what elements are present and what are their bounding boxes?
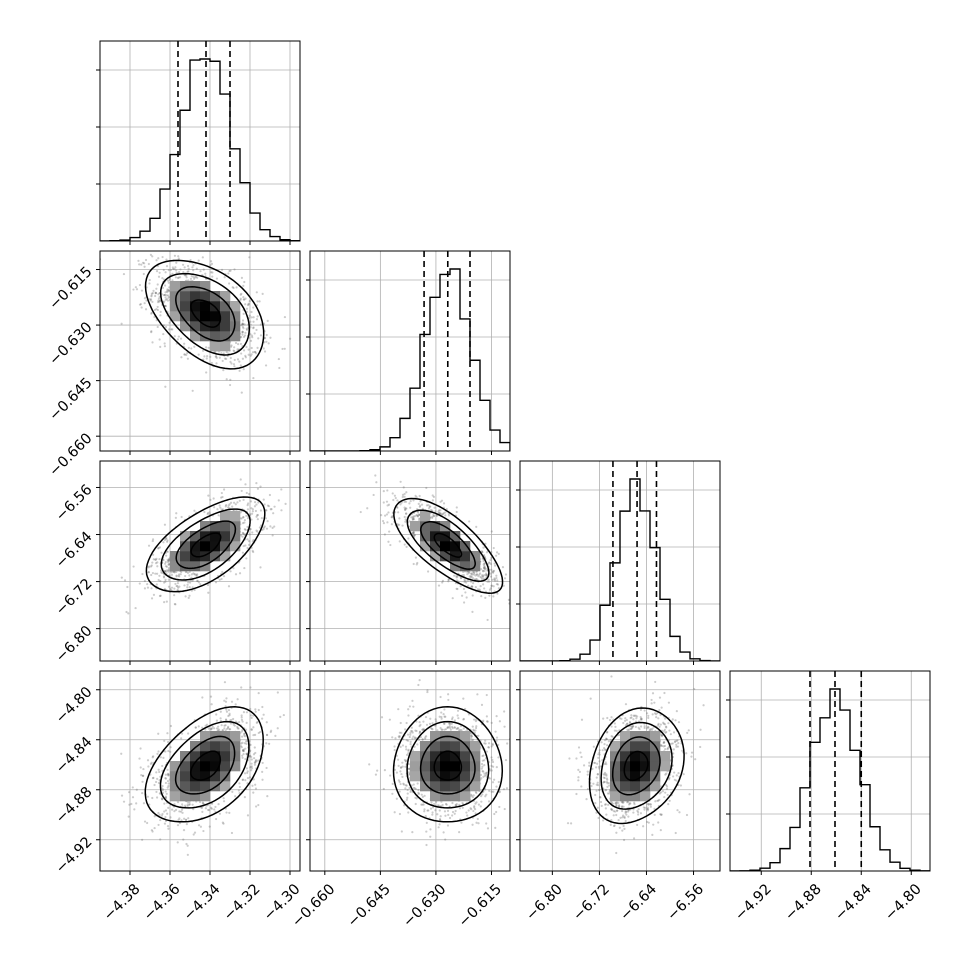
- contour-line: [420, 521, 476, 570]
- density-cells: [170, 731, 241, 802]
- y-tick-label: −6.72: [53, 576, 96, 619]
- contour-line: [406, 509, 490, 582]
- contour-line: [190, 299, 222, 328]
- contour-line: [144, 259, 265, 370]
- contour-line: [159, 720, 250, 809]
- y-tick-label: −4.84: [53, 734, 96, 777]
- x-tick-label: −6.56: [664, 881, 707, 924]
- x-tick-label: −4.88: [782, 881, 825, 924]
- contour-line: [611, 736, 661, 796]
- panel-frame: [309, 670, 511, 872]
- panel-frame: [99, 250, 301, 452]
- histogram-panel-1: [306, 250, 511, 455]
- histogram-step: [730, 688, 930, 871]
- histogram-panel-0: [96, 40, 301, 245]
- x-tick-label: −4.34: [181, 881, 224, 924]
- y-tick-label: −0.630: [46, 319, 95, 368]
- panel-frame: [99, 460, 301, 662]
- histogram-step: [100, 58, 300, 241]
- y-tick-label: −0.660: [46, 431, 95, 480]
- contour-line: [144, 706, 264, 823]
- density-cells: [410, 511, 481, 572]
- y-tick-label: −4.88: [53, 784, 96, 827]
- contour-line: [406, 720, 490, 809]
- contour-line: [159, 272, 251, 356]
- scatter-panel-1-0: [96, 250, 301, 455]
- scatter-panel-3-0: [96, 670, 301, 875]
- histogram-panel-2: [516, 460, 721, 665]
- contour-line: [623, 750, 649, 782]
- y-tick-label: −0.645: [46, 375, 95, 424]
- panel-frame: [99, 40, 301, 242]
- y-tick-label: −6.80: [53, 623, 96, 666]
- density-cells: [170, 511, 241, 572]
- contour-line: [145, 496, 266, 593]
- contour-line: [190, 750, 222, 781]
- x-tick-label: −4.92: [732, 881, 775, 924]
- scatter-panel-2-0: [96, 460, 301, 665]
- x-tick-label: −4.84: [832, 881, 875, 924]
- x-tick-label: −6.80: [523, 881, 566, 924]
- contour-line: [175, 286, 236, 342]
- contour-line: [392, 706, 504, 823]
- contour-line: [190, 532, 222, 558]
- panel-frame: [519, 670, 721, 872]
- contour-line: [419, 735, 476, 795]
- x-tick-label: −4.38: [101, 881, 144, 924]
- contour-line: [588, 707, 685, 825]
- y-tick-label: −6.64: [53, 529, 96, 572]
- contour-line: [393, 497, 504, 594]
- panel-frame: [729, 670, 931, 872]
- panel-frame: [99, 670, 301, 872]
- contour-line: [175, 520, 237, 570]
- scatter-panel-2-1: [306, 460, 511, 665]
- panel-frame: [309, 250, 511, 452]
- panel-frame: [519, 460, 721, 662]
- contour-line: [160, 508, 251, 581]
- histogram-panel-3: [726, 670, 931, 875]
- y-tick-label: −0.615: [46, 264, 95, 313]
- y-tick-label: −6.56: [53, 482, 96, 525]
- contour-line: [433, 532, 463, 558]
- y-tick-label: −4.80: [53, 684, 96, 727]
- x-tick-label: −6.64: [617, 881, 660, 924]
- y-tick-label: −4.92: [53, 834, 96, 877]
- scatter-panel-3-1: [306, 670, 511, 875]
- x-tick-label: −4.32: [221, 881, 264, 924]
- x-tick-label: −4.80: [882, 881, 925, 924]
- x-tick-label: −0.630: [400, 881, 449, 930]
- panel-frame: [309, 460, 511, 662]
- histogram-step: [520, 478, 720, 661]
- contour-line: [600, 721, 673, 810]
- x-tick-label: −4.36: [141, 881, 184, 924]
- contour-line: [174, 735, 236, 795]
- x-tick-label: −0.645: [345, 881, 394, 930]
- contour-line: [433, 750, 463, 781]
- x-tick-label: −6.72: [570, 881, 613, 924]
- scatter-panel-3-2: [516, 670, 721, 875]
- x-tick-label: −0.615: [456, 881, 505, 930]
- histogram-step: [310, 268, 510, 451]
